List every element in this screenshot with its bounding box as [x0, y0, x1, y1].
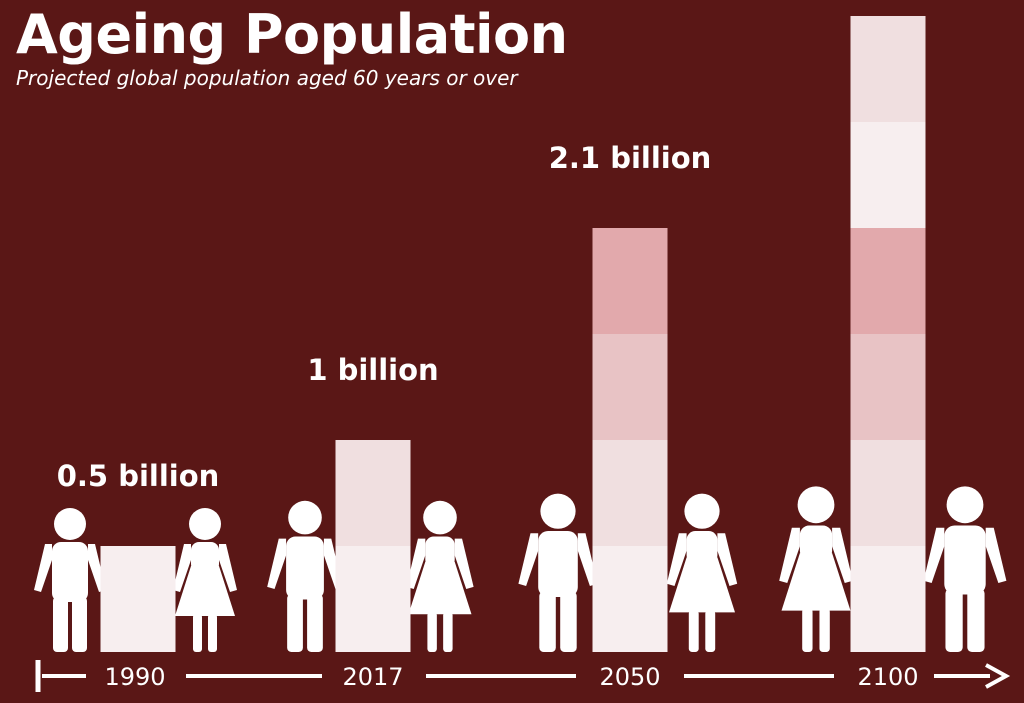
bar-segment — [592, 546, 668, 652]
bar-segment — [850, 122, 926, 228]
bar-segment — [850, 334, 926, 440]
bar-2050 — [592, 228, 668, 652]
bar-segment — [335, 546, 411, 652]
data-label: 0.5 billion — [57, 459, 220, 493]
data-label: 1 billion — [307, 353, 438, 387]
axis-arrow-icon — [985, 663, 1011, 689]
woman-figure-icon — [406, 500, 474, 652]
bar-segment — [100, 546, 176, 652]
bar-segment — [592, 334, 668, 440]
bar-2017 — [335, 440, 411, 652]
man-figure-icon — [34, 508, 106, 652]
data-label: 2.1 billion — [549, 141, 712, 175]
woman-figure-icon — [173, 508, 237, 652]
tick-label: 2050 — [599, 663, 660, 691]
bar-segment — [592, 228, 668, 334]
bar-segment — [850, 546, 926, 652]
tick-label: 2100 — [857, 663, 918, 691]
chart-subtitle: Projected global population aged 60 year… — [16, 66, 518, 90]
tick-label: 1990 — [104, 663, 165, 691]
man-figure-icon — [923, 486, 1007, 652]
bar-segment — [850, 440, 926, 546]
bar-2100 — [850, 16, 926, 652]
chart-title: Ageing Population — [16, 3, 568, 66]
man-figure-icon — [518, 493, 598, 652]
bar-1990 — [100, 546, 176, 652]
tick-label: 2017 — [342, 663, 403, 691]
bar-segment — [850, 16, 926, 122]
woman-figure-icon — [666, 493, 738, 652]
bar-segment — [335, 440, 411, 546]
woman-figure-icon — [779, 486, 853, 652]
man-figure-icon — [267, 500, 343, 652]
bar-segment — [592, 440, 668, 546]
bar-segment — [850, 228, 926, 334]
